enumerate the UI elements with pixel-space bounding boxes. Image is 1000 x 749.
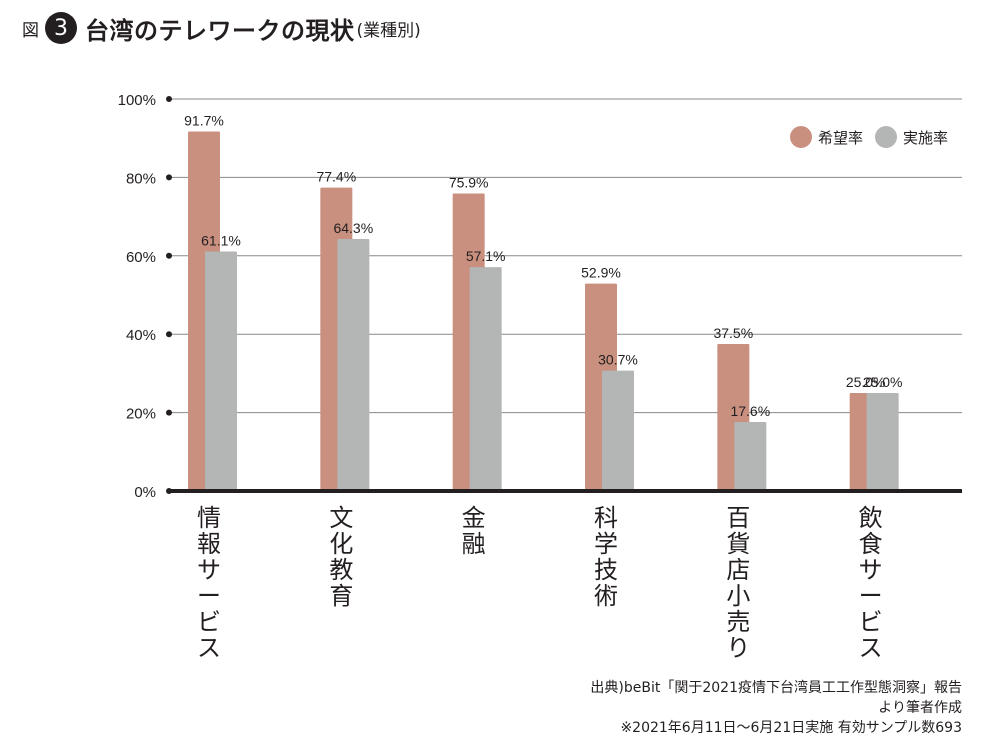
source-line-3: ※2021年6月11日～6月21日実施 有効サンプル数693 (620, 720, 962, 736)
category-label-char: 教 (329, 556, 353, 584)
legend-item-actual: 実施率 (875, 126, 948, 148)
data-label: 64.3% (333, 220, 373, 236)
source-note: 出典)beBit「関于2021疫情下台湾員工工作型態洞察」報告 より筆者作成 ※… (590, 678, 962, 738)
chart-subtitle: (業種別) (356, 20, 421, 41)
y-tick-label: 40% (126, 327, 156, 344)
category-label-char: 化 (329, 530, 353, 558)
figure-number-badge: 3 (45, 12, 77, 44)
data-label: 61.1% (201, 232, 241, 248)
category-label-char: 育 (329, 582, 353, 610)
legend: 希望率 実施率 (790, 126, 960, 148)
category-label-char: サ (859, 556, 883, 584)
data-label: 75.9% (449, 174, 489, 190)
legend-label-actual: 実施率 (903, 128, 949, 147)
category-label-char: 飲 (859, 504, 883, 532)
data-label: 17.6% (730, 403, 770, 419)
chart-title: 台湾のテレワークの現状 (85, 16, 355, 45)
y-tick-label: 100% (118, 92, 156, 109)
chart-header: 図 3 台湾のテレワークの現状 (業種別) (22, 8, 421, 48)
y-tick-dot (166, 96, 172, 102)
bar-actual (205, 251, 237, 491)
category-label-char: ス (197, 634, 221, 662)
category-label-char: サ (197, 556, 221, 584)
legend-item-desire: 希望率 (790, 126, 863, 148)
y-tick-label: 0% (134, 484, 156, 501)
category-label-char: ビ (197, 608, 221, 636)
y-tick-dot (166, 252, 172, 259)
legend-swatch-desire (790, 126, 812, 148)
category-label-char: 百 (726, 504, 750, 532)
bar-actual (602, 370, 634, 491)
source-line-2: より筆者作成 (878, 700, 962, 716)
bar-actual (734, 422, 767, 491)
category-label-char: ス (859, 634, 883, 662)
category-label-char: 術 (594, 582, 618, 610)
y-tick-dot (166, 174, 172, 181)
category-label-char: ビ (859, 608, 883, 636)
bar-actual (337, 238, 370, 491)
category-label-char: ー (197, 582, 221, 610)
data-label: 57.1% (466, 248, 506, 264)
figure-label: 図 (22, 20, 39, 41)
data-label: 77.4% (316, 169, 356, 185)
category-label-char: 情 (197, 504, 221, 532)
data-label: 91.7% (184, 113, 224, 129)
category-label-char: 科 (594, 504, 618, 532)
y-tick-label: 20% (126, 406, 156, 423)
data-label: 30.7% (598, 352, 638, 368)
source-line-1: 出典)beBit「関于2021疫情下台湾員工工作型態洞察」報告 (590, 680, 962, 696)
category-label-char: 学 (594, 530, 618, 558)
category-label-char: 小 (726, 582, 750, 610)
category-label-char: 報 (197, 530, 221, 558)
y-tick-dot (166, 409, 172, 416)
data-label: 37.5% (713, 325, 753, 341)
data-label: 52.9% (581, 265, 621, 281)
category-label-char: 融 (462, 530, 486, 558)
data-label: 25.0% (846, 374, 886, 390)
legend-label-desire: 希望率 (818, 128, 864, 147)
data-label: 25.0% (863, 374, 903, 390)
category-label-char: 金 (462, 504, 486, 532)
category-label-char: 文 (329, 504, 353, 532)
bar-actual (469, 267, 502, 491)
y-tick-label: 80% (126, 170, 156, 187)
category-label-char: 技 (594, 556, 618, 584)
category-label-char: ー (859, 582, 883, 610)
bar-actual (866, 393, 899, 491)
category-label-char: 店 (726, 556, 750, 584)
category-label-char: 売 (726, 608, 750, 636)
category-label-char: り (726, 634, 750, 662)
legend-swatch-actual (875, 126, 898, 148)
y-tick-dot (166, 331, 172, 338)
y-tick-label: 60% (126, 249, 156, 266)
category-label-char: 貨 (726, 530, 750, 558)
category-label-char: 食 (859, 530, 883, 558)
